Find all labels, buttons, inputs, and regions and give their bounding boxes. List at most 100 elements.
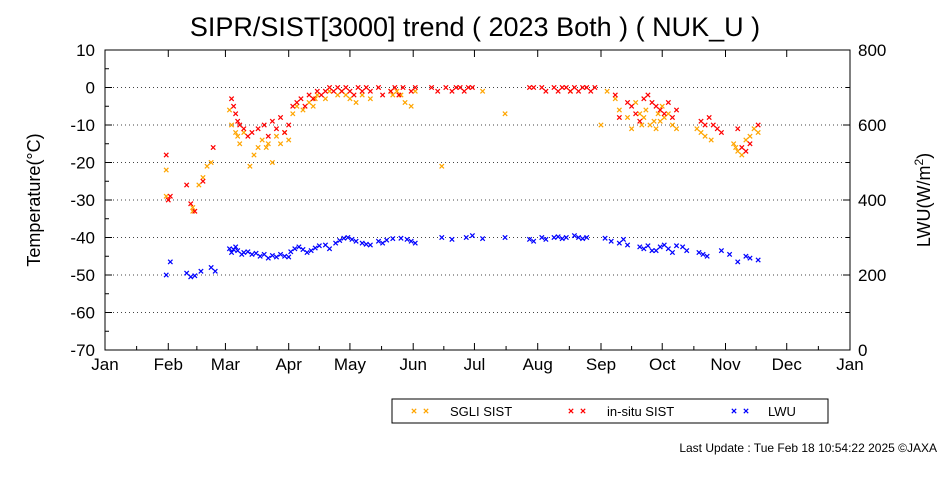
data-point [233, 111, 239, 117]
data-point [469, 84, 476, 91]
data-point [353, 238, 359, 244]
data-point [669, 249, 676, 256]
data-point [288, 249, 294, 255]
data-point [367, 88, 373, 94]
x-tick-label: Sep [586, 355, 616, 374]
data-point [616, 240, 622, 246]
data-point [269, 159, 275, 166]
data-point [602, 235, 608, 241]
y-tick-label: -40 [70, 229, 95, 248]
x-tick-label: Jul [464, 355, 486, 374]
data-point [286, 254, 292, 260]
data-point [743, 253, 749, 259]
data-point [680, 244, 686, 250]
data-point [265, 133, 271, 139]
data-point [559, 84, 565, 91]
data-point [449, 88, 455, 94]
y-tick-label: -30 [70, 191, 95, 210]
data-point [628, 103, 635, 109]
data-point [226, 107, 233, 113]
data-point [343, 92, 349, 98]
data-point [212, 268, 218, 274]
data-point [747, 141, 753, 147]
y-tick-label: 10 [76, 41, 95, 60]
data-point [384, 237, 390, 243]
data-point [167, 259, 173, 265]
data-point [333, 240, 339, 246]
data-point [651, 118, 657, 124]
data-point [290, 111, 296, 117]
data-point [322, 242, 329, 248]
right-axis-title-superscript: 2 [912, 159, 926, 166]
data-point [461, 88, 467, 94]
data-point [265, 255, 271, 261]
data-point [639, 122, 645, 128]
data-point [306, 92, 312, 98]
data-point [655, 111, 661, 117]
data-point [281, 253, 288, 259]
data-point [379, 240, 386, 246]
y-tick-label: -50 [70, 266, 95, 285]
data-point [469, 233, 476, 239]
data-point [314, 88, 320, 94]
data-point [304, 249, 310, 256]
data-point [698, 118, 704, 124]
right-axis-title-main: LWU(W/m [914, 166, 934, 248]
data-point [665, 111, 671, 117]
data-point [598, 122, 604, 128]
data-point [502, 234, 508, 241]
data-point [163, 272, 169, 278]
data-point [608, 238, 614, 244]
data-point [412, 84, 418, 91]
data-point [375, 238, 382, 244]
y-axis-title: Temperature(°C) [24, 133, 44, 266]
data-point [337, 237, 343, 244]
data-point [755, 257, 761, 263]
data-point [408, 103, 414, 109]
x-tick-label: Jan [91, 355, 118, 374]
legend-marker [411, 408, 417, 414]
y-tick-label: -60 [70, 304, 95, 323]
data-point [210, 144, 216, 151]
data-point [733, 144, 739, 151]
data-point [673, 243, 680, 249]
data-point [628, 126, 635, 132]
y-tick-label: -20 [70, 154, 95, 173]
data-point [249, 129, 255, 136]
data-point [726, 251, 733, 257]
grid-lines [105, 87, 850, 313]
y2-tick-label: 200 [858, 266, 886, 285]
data-point [735, 259, 741, 265]
data-point [708, 137, 714, 143]
data-point [335, 92, 341, 98]
data-point [261, 122, 267, 128]
data-point [604, 88, 610, 94]
data-point [322, 96, 329, 102]
data-point [286, 122, 292, 128]
data-point [624, 114, 631, 121]
data-point [439, 234, 445, 241]
y-tick-label: -10 [70, 116, 95, 135]
data-point [649, 99, 655, 106]
data-point [290, 103, 296, 109]
y2-tick-label: 400 [858, 191, 886, 210]
x-tick-label: Aug [523, 355, 553, 374]
data-point [298, 96, 304, 102]
data-point [653, 248, 659, 254]
data-point [408, 88, 414, 94]
data-point [751, 126, 757, 132]
data-point [359, 240, 365, 246]
data-point [204, 163, 210, 169]
data-point [192, 273, 198, 279]
data-point [659, 103, 665, 109]
x-tick-label: May [334, 355, 367, 374]
data-point [694, 126, 700, 132]
data-point [253, 250, 259, 256]
data-point [235, 248, 241, 254]
data-point [412, 240, 418, 246]
data-point [228, 96, 235, 102]
data-point [435, 88, 441, 94]
data-point [345, 234, 351, 241]
data-point [457, 84, 463, 91]
